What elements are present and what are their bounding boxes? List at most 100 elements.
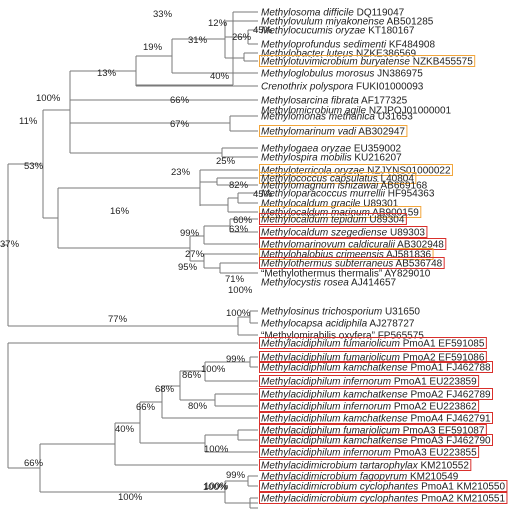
leaf-label: Methylocapsa acidiphila AJ278727: [261, 319, 415, 330]
leaf-label: Methylacidiphilum kamchatkense PmoA3 FJ4…: [261, 436, 491, 447]
leaf-accession: AJ581836: [384, 250, 432, 261]
bootstrap-value: 23%: [171, 167, 191, 178]
leaf-label: “Methylothermus thermalis” AY829010: [261, 269, 431, 280]
leaf-accession: AB302947: [356, 127, 405, 138]
orange-highlight-box: [259, 164, 453, 176]
leaf-species: Methylosoma difficile: [261, 8, 354, 19]
leaf-species: Methyloparacoccus murrellii: [261, 189, 386, 200]
leaf-species: Methylomicrobium agile: [261, 106, 366, 117]
orange-highlight-box: [259, 55, 476, 67]
leaf-label: Methylacidiphilum kamchatkense PmoA1 FJ4…: [261, 363, 491, 374]
leaf-accession: PmoA1 EU223859: [391, 377, 477, 388]
bootstrap-value: 95%: [178, 262, 198, 273]
leaf-species: Methylacidiphilum infernorum: [261, 377, 391, 388]
leaf-accession: HF954363: [385, 189, 435, 200]
leaf-species: Methylocaldum gracile: [261, 199, 361, 210]
orange-highlight-box: [259, 172, 417, 184]
leaf-accession: PmoA3 FJ462790: [408, 436, 491, 447]
bootstrap-value: 100%: [204, 481, 229, 492]
leaf-accession: AB501285: [384, 17, 433, 28]
bootstrap-value: 25%: [216, 156, 236, 167]
leaf-species: Methylacidiphilum kamchatkense: [261, 414, 408, 425]
bootstrap-value: 40%: [210, 71, 230, 82]
leaf-accession: AB302948: [395, 240, 444, 251]
leaf-label: Methylovulum miyakonense AB501285: [261, 17, 434, 28]
red-highlight-box: [259, 337, 487, 349]
bootstrap-value: 100%: [228, 285, 253, 296]
leaf-accession: KF484908: [386, 40, 435, 51]
bootstrap-value: 19%: [143, 42, 163, 53]
bootstrap-value: 100%: [201, 364, 226, 375]
leaf-label: Methylacidimicrobium cyclophantes PmoA2 …: [261, 494, 505, 505]
leaf-accession: U89303: [387, 228, 425, 239]
red-highlight-box: [259, 257, 445, 269]
leaf-accession: NZJYNS01000022: [364, 166, 451, 177]
bootstrap-value: 66%: [136, 402, 156, 413]
leaf-accession: PmoA2 EU223862: [391, 402, 477, 413]
leaf-species: Crenothrix polyspora: [261, 82, 354, 93]
orange-highlight-box: [259, 248, 434, 260]
leaf-species: Methylacidimicrobium cyclophantes: [261, 482, 418, 493]
leaf-accession: NZKB455575: [410, 57, 473, 68]
leaf-label: Methylacidiphilum kamchatkense PmoA4 FJ4…: [261, 414, 491, 425]
leaf-species: Methylomagnum ishizawai: [261, 181, 379, 192]
bootstrap-value: 80%: [188, 401, 208, 412]
bootstrap-value: 33%: [153, 9, 173, 20]
leaf-label: Methylospira mobilis KU216207: [261, 153, 402, 164]
leaf-label: Methylomarinum vadi AB302947: [261, 127, 405, 138]
leaf-label: Methyloterricola oryzae NZJYNS01000022: [261, 166, 451, 177]
bootstrap-value: 31%: [188, 35, 208, 46]
red-highlight-box: [259, 424, 487, 436]
leaf-accession: FUKI01000093: [353, 82, 423, 93]
leaf-accession: U31650: [382, 307, 420, 318]
leaf-species: Methylacidiphilum infernorum: [261, 402, 391, 413]
bootstrap-value: 100%: [36, 93, 61, 104]
leaf-label: Methylocystis rosea AJ414657: [261, 278, 397, 289]
leaf-label: Methyloprofundus sedimenti KF484908: [261, 40, 435, 51]
bootstrap-value: 11%: [19, 116, 38, 127]
bootstrap-values: 33%12%45%26%31%19%40%13%100% 66%11% 67%53%…: [0, 9, 273, 503]
leaf-label: Methylacidimicrobium tartarophylax KM210…: [261, 461, 469, 472]
leaf-accession: KU216207: [352, 153, 402, 164]
leaf-species: Methylacidimicrobium tartarophylax: [261, 461, 419, 472]
red-highlight-box: [259, 375, 480, 387]
leaf-accession: PmoA1 FJ462788: [408, 363, 491, 374]
leaf-accession: L40804: [378, 174, 415, 185]
bootstrap-value: 66%: [170, 95, 190, 106]
leaf-label: Crenothrix polyspora FUKI01000093: [261, 82, 424, 93]
red-highlight-box: [259, 388, 493, 400]
bootstrap-value: 45%: [253, 189, 273, 200]
red-highlight-box: [259, 213, 407, 225]
bootstrap-value: 68%: [155, 384, 175, 395]
bootstrap-value: 53%: [24, 161, 44, 172]
leaf-species: Methylacidimicrobium cyclophantes: [261, 494, 418, 505]
leaf-label: Methyloglobulus morosus JN386975: [261, 69, 423, 80]
leaf-accession: PmoA3 EU223855: [391, 448, 477, 459]
leaf-label: Methylomicrobium agile NZJPOJ01000001: [261, 106, 452, 117]
leaf-label: Methylogaea oryzae EU359002: [261, 144, 402, 155]
leaf-label: Methylacidiphilum infernorum PmoA1 EU223…: [261, 377, 477, 388]
leaf-species: “Methylothermus thermalis”: [261, 269, 382, 280]
leaf-species: Methylogaea oryzae: [261, 144, 351, 155]
leaf-accession: NZJPOJ01000001: [366, 106, 451, 117]
leaf-species: Methylocaldum tepidum: [261, 215, 367, 226]
bootstrap-value: 67%: [170, 119, 190, 130]
leaf-label: Methylocucumis oryzae KT180167: [261, 26, 415, 37]
red-highlight-box: [259, 238, 447, 250]
leaf-label: Methylacidiphilum fumariolicum PmoA1 EF5…: [261, 339, 485, 350]
leaf-labels: Methylosoma difficile DQ119047Methylovul…: [259, 8, 508, 505]
bootstrap-value: 27%: [185, 249, 205, 260]
red-highlight-box: [259, 400, 480, 412]
leaf-label: Methylosinus trichosporium U31650: [261, 307, 420, 318]
leaf-accession: DQ119047: [354, 8, 405, 19]
leaf-accession: PmoA2 EF591086: [400, 353, 485, 364]
leaf-label: Methylacidimicrobium cyclophantes PmoA1 …: [261, 482, 505, 493]
bootstrap-value: 100%: [204, 444, 229, 455]
leaf-species: Methylacidiphilum fumariolicum: [261, 353, 400, 364]
leaf-accession: KM210549: [407, 472, 459, 483]
leaf-species: “Methylomirabilis oxyfera”: [261, 331, 375, 342]
leaf-accession: FP565575: [375, 331, 424, 342]
leaf-label: Methylocaldum gracile U89301: [261, 199, 399, 210]
bootstrap-value: 99%: [226, 354, 246, 365]
leaf-label: Methylomonas methanica U31653: [261, 112, 413, 123]
